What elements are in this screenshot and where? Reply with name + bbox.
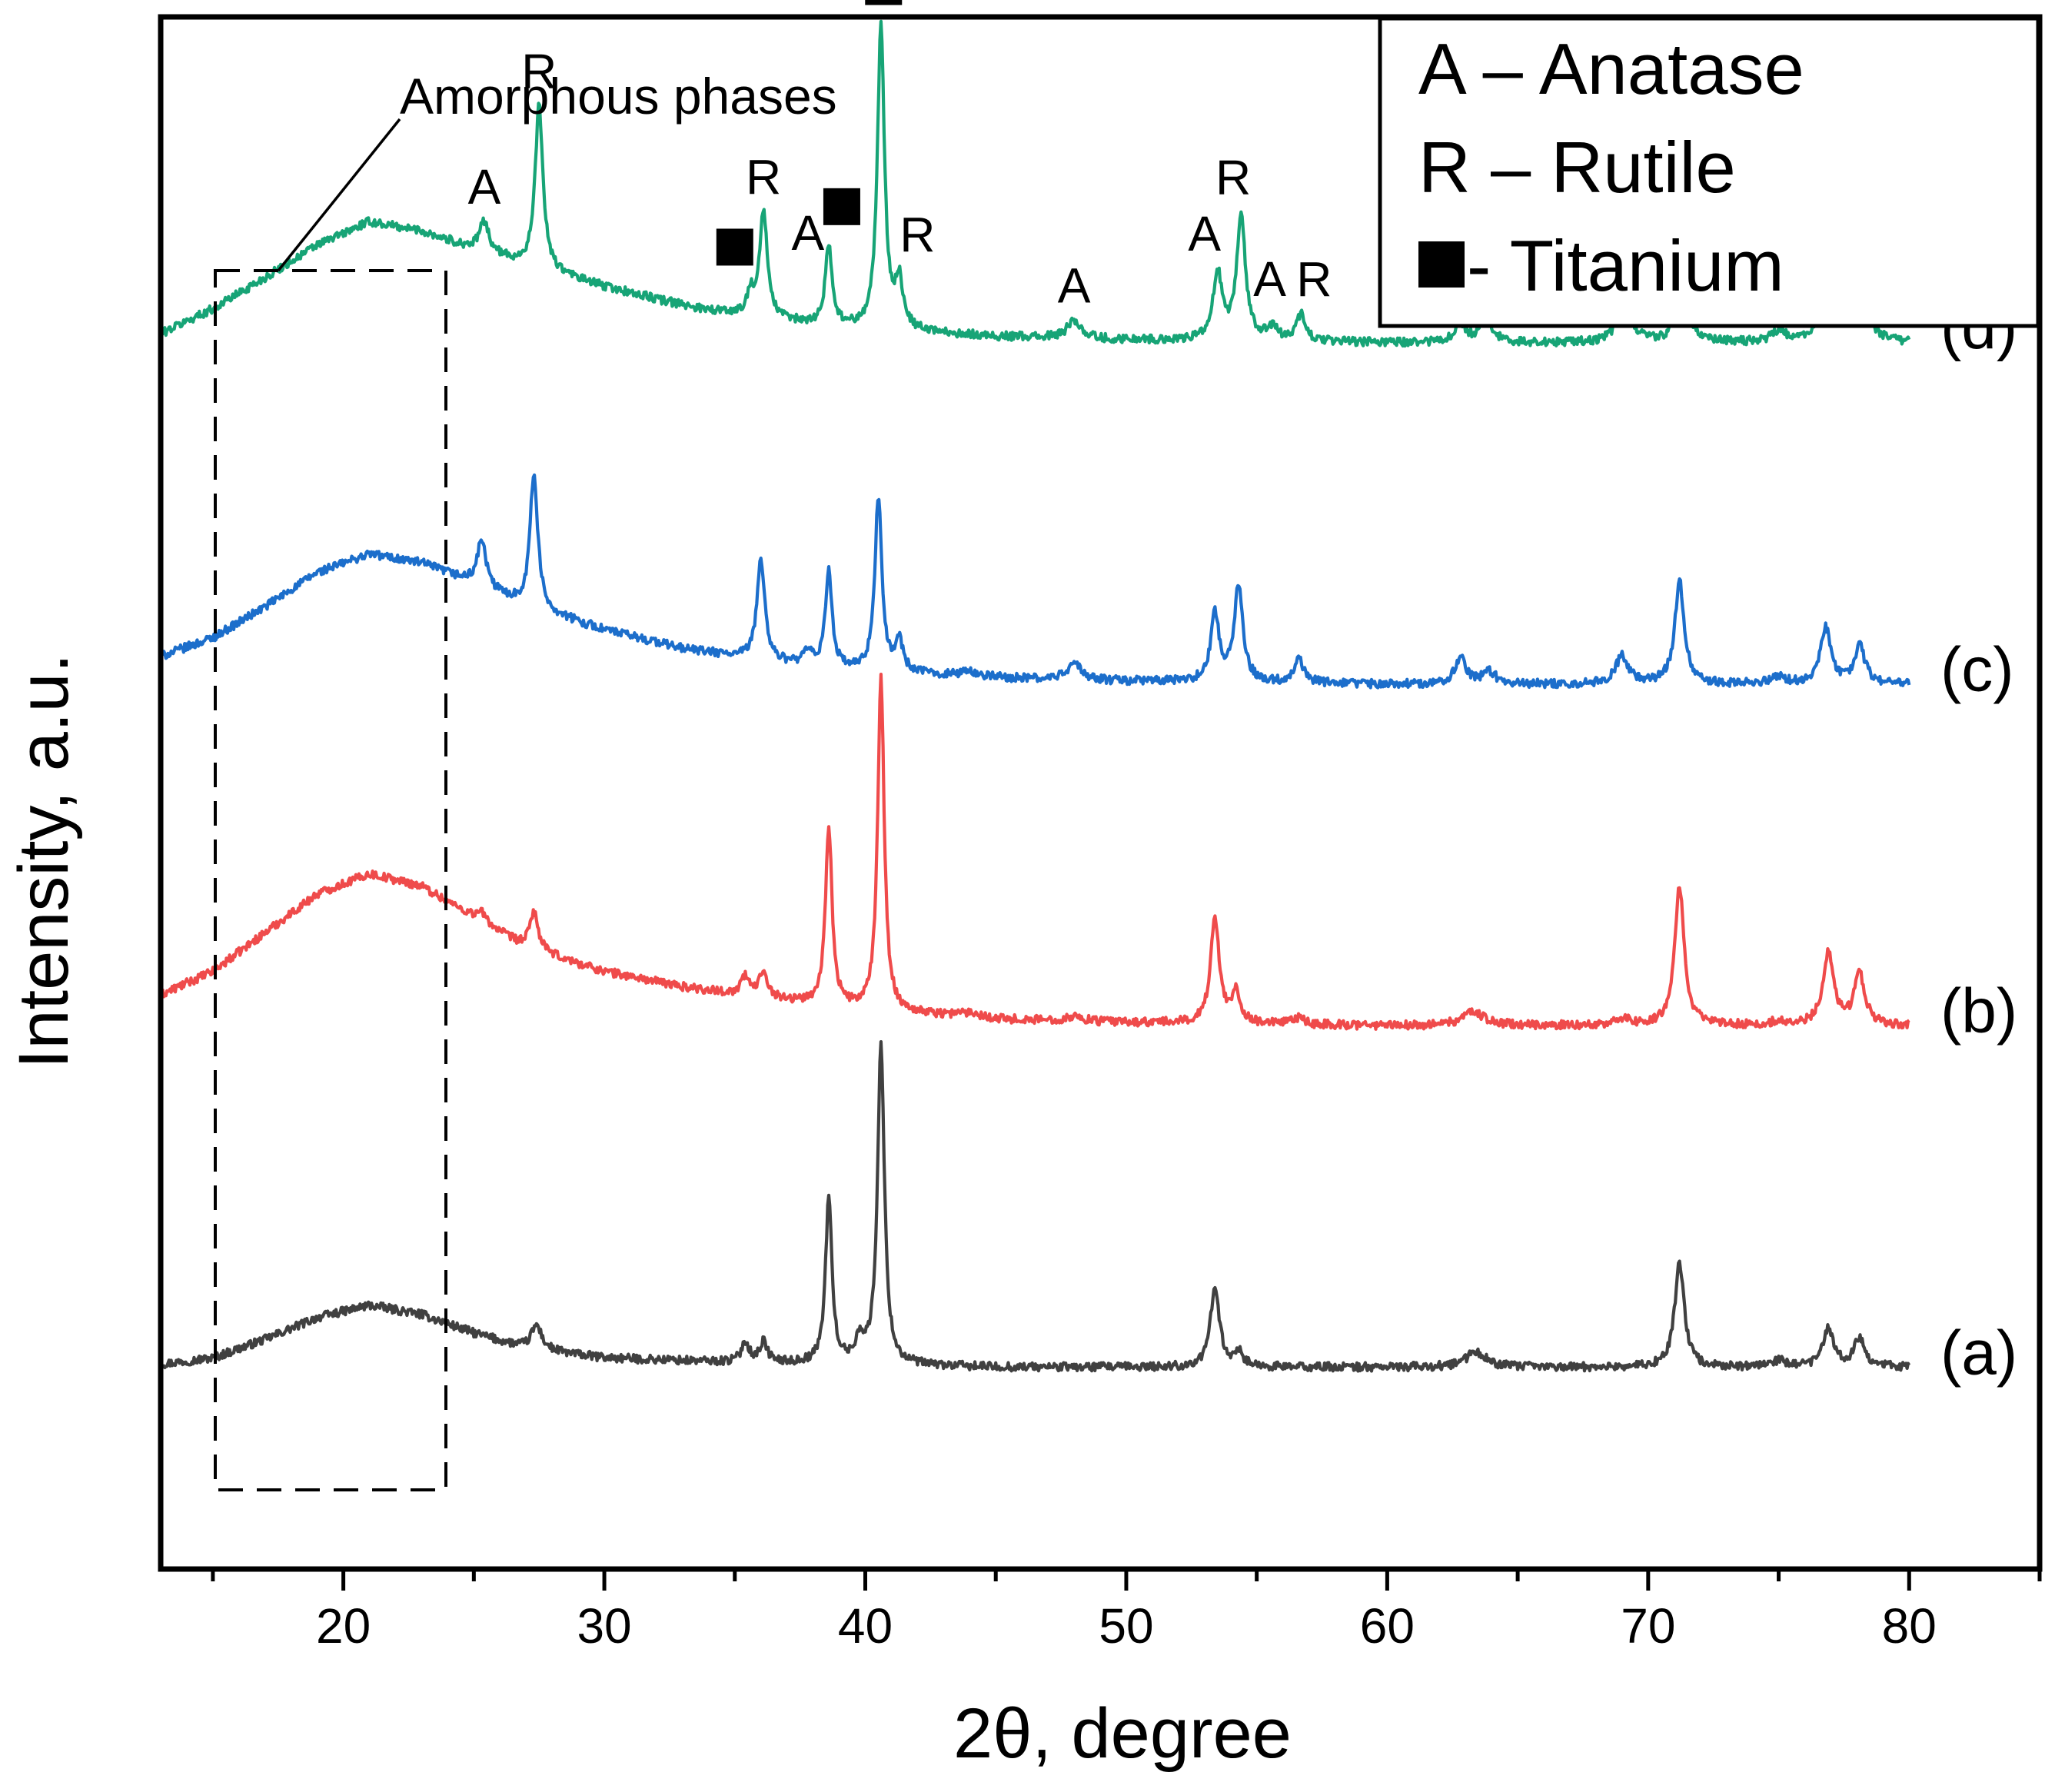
rutile-marker: R xyxy=(746,149,781,204)
series-label-a: (a) xyxy=(1940,1318,2017,1388)
x-tick-label: 20 xyxy=(316,1598,371,1654)
legend-entry-titanium: - Titanium xyxy=(1467,225,1784,306)
titanium-marker xyxy=(823,188,860,225)
x-tick-label: 40 xyxy=(838,1598,893,1654)
titanium-marker xyxy=(865,0,903,5)
x-axis: 20 30 40 50 60 70 80 xyxy=(211,1569,2042,1654)
rutile-marker: R xyxy=(1215,150,1251,205)
series-line-b xyxy=(158,673,1910,1031)
series-line-c xyxy=(158,473,1911,690)
x-tick-label: 80 xyxy=(1882,1598,1937,1654)
titanium-marker xyxy=(716,228,753,266)
anatase-marker: A xyxy=(1058,258,1091,313)
x-axis-label: 2θ, degree xyxy=(953,1694,1292,1773)
x-tick-label: 30 xyxy=(577,1598,631,1654)
legend: A – Anatase R – Rutile - Titanium xyxy=(1378,16,2040,328)
rutile-marker: R xyxy=(521,44,557,99)
rutile-marker: R xyxy=(899,208,935,263)
amorphous-region: Amorphous phases xyxy=(214,68,837,1491)
series-layer xyxy=(158,19,1911,1373)
anatase-marker: A xyxy=(1253,251,1286,307)
anatase-marker: A xyxy=(468,159,501,214)
x-tick-label: 70 xyxy=(1621,1598,1675,1654)
amorphous-box xyxy=(214,269,447,1491)
x-tick-label: 50 xyxy=(1099,1598,1153,1654)
x-tick-label: 60 xyxy=(1360,1598,1415,1654)
rutile-marker: R xyxy=(1296,252,1332,308)
series-label-c: (c) xyxy=(1940,635,2014,705)
plot-frame xyxy=(158,14,2043,1572)
anatase-marker: A xyxy=(1188,206,1221,261)
legend-titanium-square xyxy=(1418,241,1465,288)
series-line-a xyxy=(159,1040,1911,1373)
amorphous-label: Amorphous phases xyxy=(400,68,837,125)
legend-entry-anatase: A – Anatase xyxy=(1418,28,1804,109)
y-axis-label: Intensity, a.u. xyxy=(5,653,83,1069)
anatase-marker: A xyxy=(791,205,824,261)
legend-entry-rutile: R – Rutile xyxy=(1418,127,1736,208)
legend-box xyxy=(1378,16,2040,328)
series-label-b: (b) xyxy=(1940,976,2017,1046)
amorphous-leader-line xyxy=(277,118,401,272)
